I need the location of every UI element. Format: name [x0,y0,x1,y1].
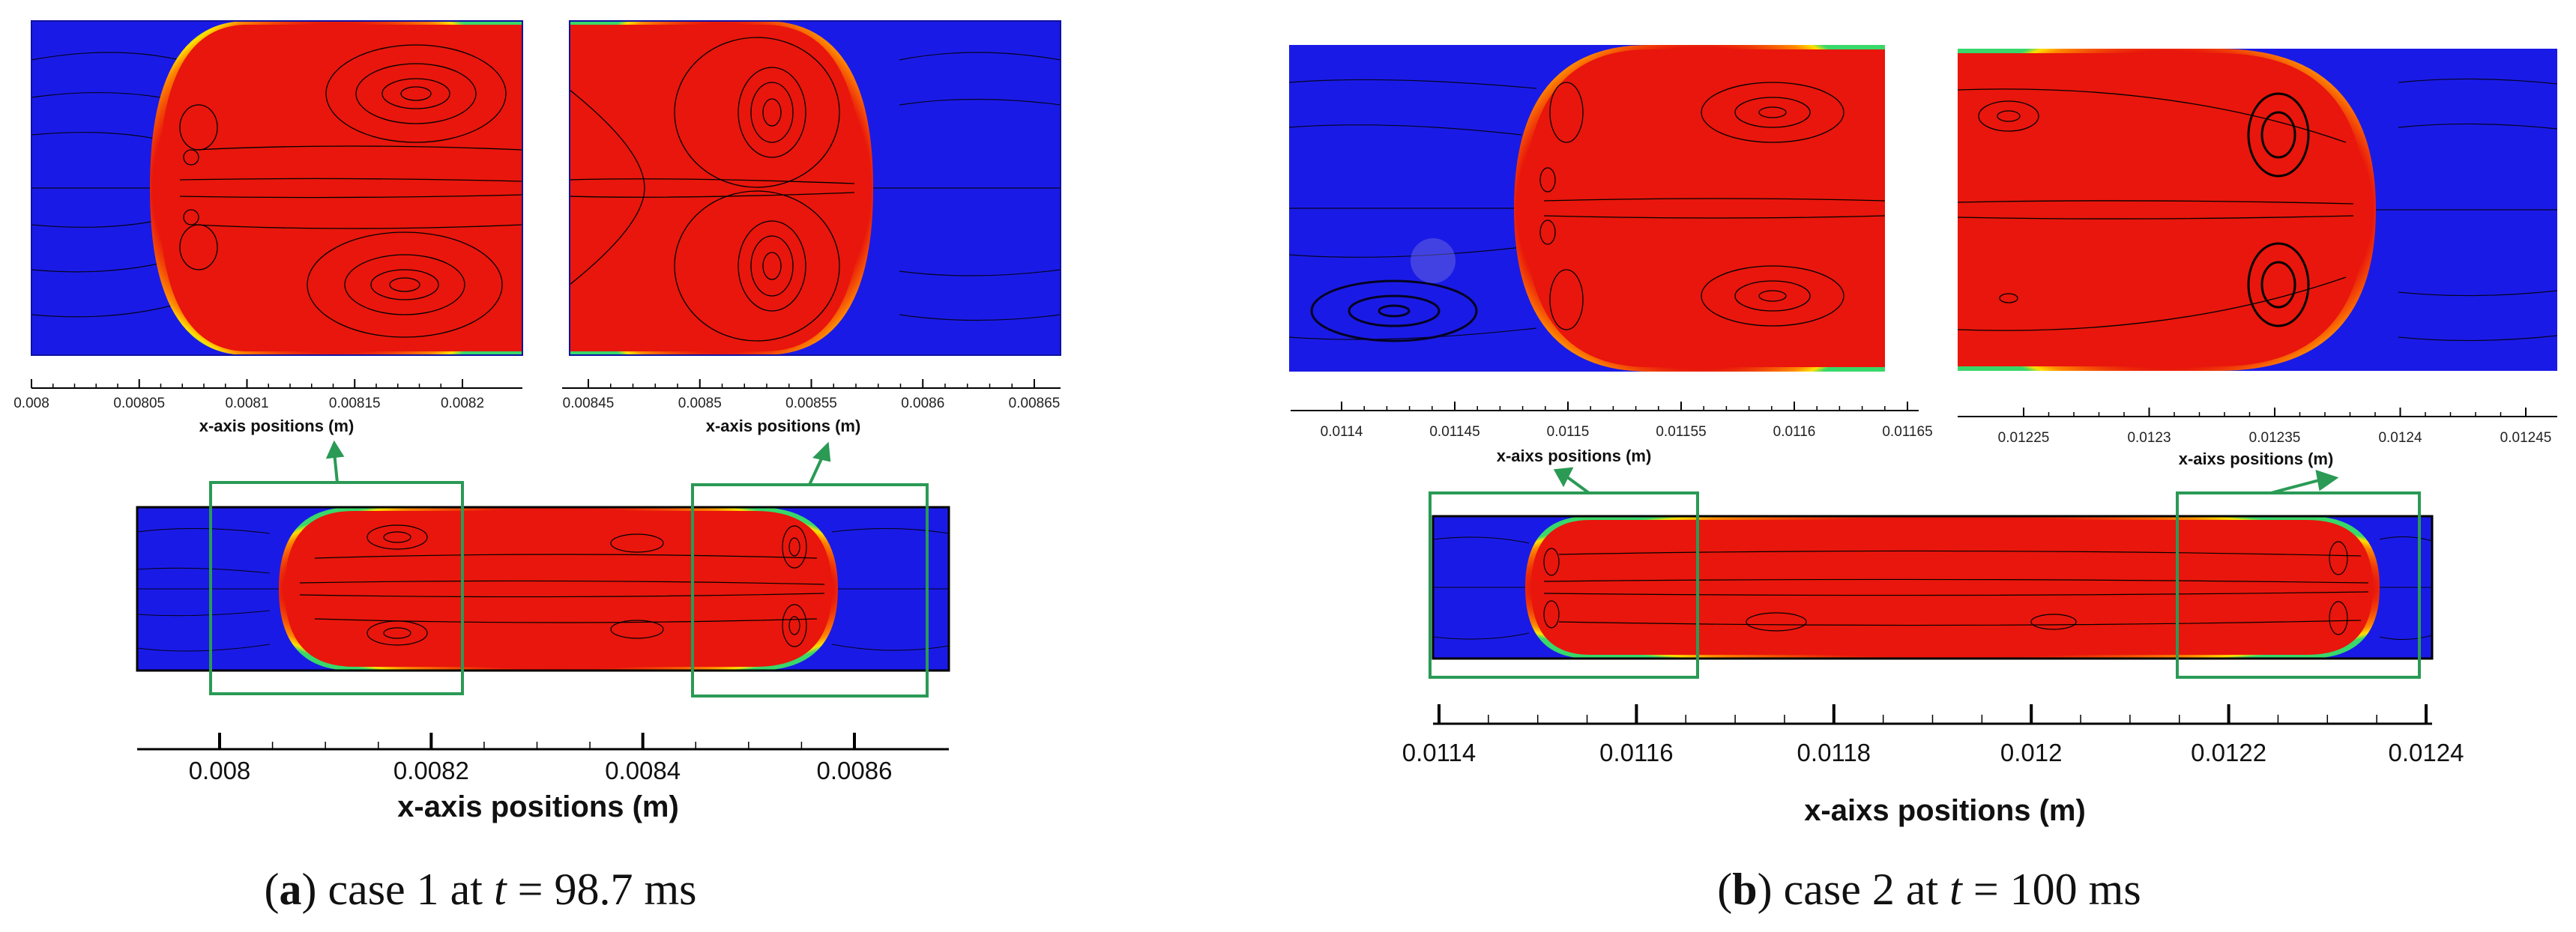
zoom-arrow-right-b [2270,470,2339,494]
tick-label: 0.0082 [441,396,484,411]
tick-label: 0.0114 [1321,424,1363,440]
tick-label: 0.0116 [1773,424,1816,440]
zoom-right-plot [569,20,1061,356]
full-axis-b: 0.0114 0.0116 0.0118 0.012 0.0122 0.0124 x-ai… [1402,704,2464,827]
full-axis: 0.008 0.0082 0.0084 0.0086 x-axis positions… [137,733,949,823]
full-plot-b [1429,467,2434,679]
zoom-arrow-left-b [1553,467,1590,494]
tick-label: 0.00805 [113,396,165,411]
tick-label: 0.0084 [605,757,681,784]
zoom-right-axis: 0.00845 0.0085 0.00855 0.0086 0.00865 x-axis… [562,379,1061,435]
tick-label: 0.0085 [678,396,722,411]
highlight-box-right-b [2176,491,2421,679]
tick-label: 0.01225 [1998,430,2050,446]
tick-label: 0.00845 [563,396,615,411]
zoom-right-axis-b: 0.01225 0.0123 0.01235 0.0124 0.01245 x-aixs… [1958,408,2557,468]
tick-label: 0.0116 [1599,739,1673,766]
tick-label: 0.008 [13,396,49,411]
tick-label: 0.01235 [2249,430,2301,446]
caption-b: (b) case 2 at t = 100 ms [1717,865,2141,914]
panel-b: 0.0114 0.01145 0.0115 0.01155 0.0116 0.01165 … [1288,45,2558,914]
tick-label: 0.0123 [2127,430,2171,446]
zoom-right-axis-title: x-axis positions (m) [706,417,861,435]
tick-label: 0.0114 [1402,739,1476,766]
panel-a: 0.008 0.00805 0.0081 0.00815 0.0082 x-axis p… [13,20,1061,914]
tick-label: 0.01155 [1656,424,1706,440]
caption-a: (a) case 1 at t = 98.7 ms [264,865,696,914]
tick-label: 0.01165 [1882,424,1932,440]
tick-label: 0.0115 [1547,424,1590,440]
zoom-left-axis-title: x-axis positions (m) [199,417,355,435]
tick-label: 0.012 [2000,739,2063,766]
tick-label: 0.01245 [2500,430,2552,446]
tick-label: 0.0086 [817,757,893,784]
zoom-right-plot-b [1957,49,2558,371]
tick-label: 0.0118 [1797,739,1871,766]
tick-label: 0.0081 [225,396,268,411]
zoom-left-axis-title-b: x-aixs positions (m) [1497,447,1652,465]
tick-label: 0.00855 [785,396,837,411]
full-axis-title: x-axis positions (m) [397,790,679,823]
tick-label: 0.0124 [2378,430,2422,446]
tick-label: 0.008 [189,757,251,784]
zoom-left-plot-b [1288,45,1886,372]
tick-label: 0.00865 [1009,396,1061,411]
full-plot [136,440,950,698]
zoom-arrow-right [808,441,831,485]
zoom-left-plot [31,20,523,356]
full-axis-title-b: x-aixs positions (m) [1804,794,2086,827]
tick-label: 0.0082 [393,757,469,784]
zoom-right-axis-title-b: x-aixs positions (m) [2179,450,2334,468]
zoom-left-axis-b: 0.0114 0.01145 0.0115 0.01155 0.0116 0.01165 … [1291,402,1933,465]
tick-label: 0.0122 [2191,739,2266,766]
highlight-box-left-b [1429,491,1699,679]
tick-label: 0.0086 [901,396,944,411]
zoom-left-axis: 0.008 0.00805 0.0081 0.00815 0.0082 x-axis p… [13,379,522,435]
tick-label: 0.00815 [329,396,381,411]
tick-label: 0.01145 [1429,424,1479,440]
tick-label: 0.0124 [2389,739,2464,766]
zoom-arrow-left [325,440,345,483]
